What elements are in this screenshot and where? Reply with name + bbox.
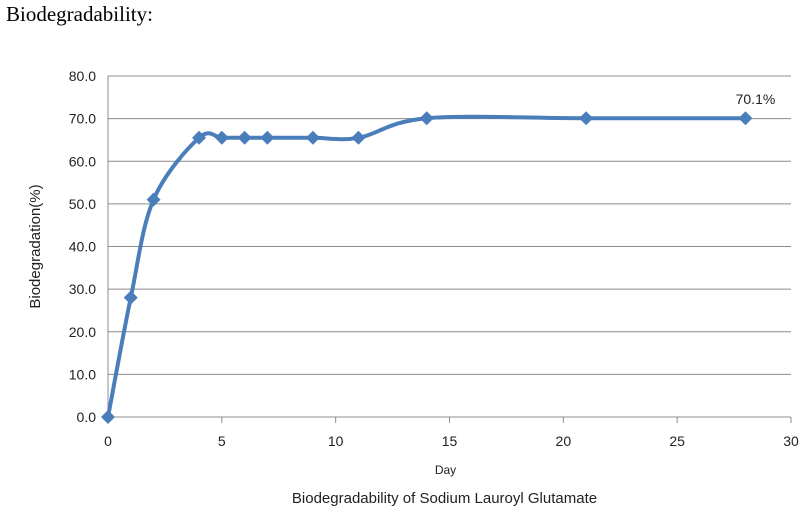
y-tick-label: 0.0 <box>77 409 97 425</box>
data-point-marker <box>192 130 207 145</box>
y-tick-label: 70.0 <box>69 111 96 127</box>
page-heading: Biodegradability: <box>6 2 153 26</box>
x-tick-label: 25 <box>669 433 685 449</box>
y-tick-label: 40.0 <box>69 239 96 255</box>
data-label-final: 70.1% <box>736 91 776 107</box>
y-tick-label: 60.0 <box>69 153 96 169</box>
data-point-marker <box>101 410 115 424</box>
series-markers <box>101 111 753 424</box>
x-tick-label: 0 <box>104 433 112 449</box>
x-tick-label: 30 <box>783 433 799 449</box>
y-tick-labels: 0.0 10.0 20.0 30.0 40.0 50.0 60.0 70.0 80.0 <box>69 68 96 425</box>
gridlines <box>108 75 791 375</box>
y-axis-label: Biodegradation(%) <box>27 184 44 308</box>
y-tick-label: 30.0 <box>69 281 96 297</box>
x-axis-label: Day <box>435 463 456 477</box>
data-point-marker <box>738 111 753 126</box>
x-tick-label: 15 <box>442 433 458 449</box>
data-point-marker <box>351 130 366 145</box>
axes <box>107 76 792 423</box>
y-tick-label: 50.0 <box>69 196 96 212</box>
y-tick-label: 20.0 <box>69 324 96 340</box>
data-point-marker <box>260 130 275 145</box>
chart-title: Biodegradability of Sodium Lauroyl Gluta… <box>292 490 597 507</box>
data-point-marker <box>214 130 229 145</box>
data-point-marker <box>305 130 320 145</box>
data-point-marker <box>123 290 138 305</box>
x-tick-labels: 0 5 10 15 20 25 30 <box>104 433 799 449</box>
data-point-marker <box>419 111 434 126</box>
data-point-marker <box>579 111 594 126</box>
data-point-marker <box>237 130 252 145</box>
x-tick-label: 10 <box>328 433 344 449</box>
y-tick-label: 10.0 <box>69 366 96 382</box>
data-point-marker <box>146 192 161 207</box>
y-tick-label: 80.0 <box>69 68 96 84</box>
x-tick-label: 5 <box>218 433 226 449</box>
series-line <box>106 114 748 419</box>
x-tick-label: 20 <box>556 433 572 449</box>
